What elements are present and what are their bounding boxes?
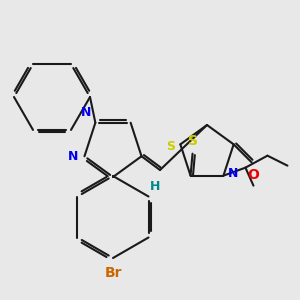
Text: O: O [248, 168, 260, 182]
Text: S: S [167, 140, 176, 153]
Text: S: S [188, 134, 197, 148]
Text: N: N [81, 106, 92, 119]
Text: H: H [150, 180, 160, 193]
Text: N: N [68, 150, 79, 163]
Text: Br: Br [104, 266, 122, 280]
Text: N: N [227, 167, 238, 180]
